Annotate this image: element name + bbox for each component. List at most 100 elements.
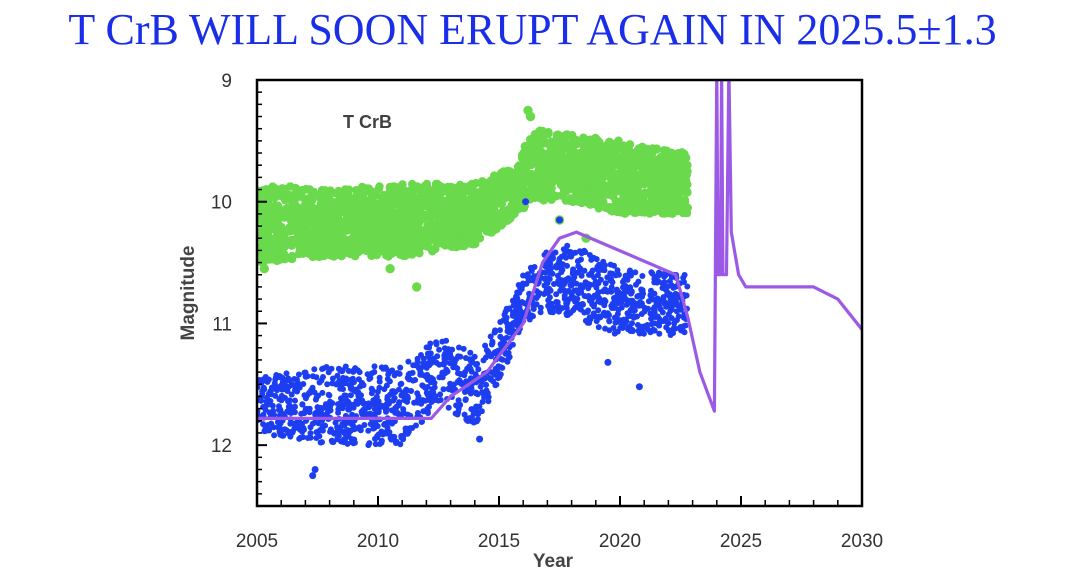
data-point bbox=[306, 409, 313, 416]
data-point bbox=[585, 293, 592, 299]
data-point bbox=[647, 310, 654, 317]
data-point bbox=[621, 191, 630, 200]
data-point bbox=[437, 397, 444, 403]
data-point bbox=[542, 275, 549, 282]
data-point bbox=[623, 274, 630, 281]
data-point bbox=[257, 204, 264, 214]
data-point bbox=[564, 163, 573, 172]
data-point bbox=[282, 394, 288, 401]
data-point bbox=[661, 299, 668, 306]
data-point bbox=[307, 424, 314, 431]
data-point bbox=[502, 193, 511, 202]
data-point bbox=[324, 409, 331, 416]
data-point bbox=[460, 345, 467, 352]
data-point bbox=[369, 401, 376, 408]
data-point bbox=[519, 162, 529, 171]
data-point bbox=[293, 204, 302, 213]
data-point bbox=[504, 321, 511, 328]
data-point bbox=[281, 211, 290, 220]
data-point bbox=[430, 376, 436, 383]
data-point bbox=[479, 398, 486, 405]
data-point bbox=[681, 329, 688, 336]
data-point bbox=[395, 386, 402, 393]
data-point bbox=[474, 391, 481, 398]
data-point bbox=[383, 366, 390, 372]
data-point bbox=[487, 333, 494, 340]
data-point bbox=[423, 364, 430, 371]
data-point bbox=[425, 212, 435, 221]
data-point bbox=[307, 434, 314, 441]
data-point bbox=[557, 191, 566, 200]
data-point bbox=[472, 228, 481, 237]
data-point bbox=[522, 198, 530, 206]
data-point bbox=[410, 362, 417, 369]
data-point bbox=[329, 217, 339, 226]
data-point bbox=[586, 143, 595, 153]
data-point bbox=[436, 346, 443, 353]
data-point bbox=[623, 288, 630, 295]
data-point bbox=[565, 131, 575, 140]
data-point bbox=[259, 245, 268, 254]
data-point bbox=[453, 226, 463, 235]
data-point bbox=[649, 184, 658, 193]
data-point bbox=[484, 192, 493, 202]
y-tick-label: 12 bbox=[211, 436, 232, 457]
data-point bbox=[309, 472, 317, 480]
data-point bbox=[558, 141, 567, 150]
data-point bbox=[335, 409, 342, 416]
data-point bbox=[606, 327, 613, 334]
data-point bbox=[462, 396, 469, 403]
data-point bbox=[293, 424, 300, 431]
data-point bbox=[640, 207, 649, 217]
data-point bbox=[381, 386, 388, 393]
data-point bbox=[451, 363, 458, 370]
data-point bbox=[269, 193, 278, 202]
data-point bbox=[301, 369, 308, 376]
blue-series bbox=[257, 198, 691, 480]
data-point bbox=[397, 364, 404, 371]
data-point bbox=[629, 307, 636, 314]
data-point bbox=[395, 195, 404, 205]
data-point bbox=[362, 400, 369, 407]
data-point bbox=[284, 239, 293, 249]
data-point bbox=[572, 304, 579, 311]
data-point bbox=[309, 384, 316, 391]
data-point bbox=[369, 387, 376, 394]
data-point bbox=[563, 300, 570, 307]
data-point bbox=[546, 270, 553, 277]
data-point bbox=[390, 433, 396, 440]
data-point bbox=[318, 233, 327, 242]
data-point bbox=[270, 201, 279, 211]
data-point bbox=[299, 186, 309, 195]
data-point bbox=[271, 432, 278, 439]
data-point bbox=[325, 391, 332, 398]
data-point bbox=[424, 391, 431, 398]
data-point bbox=[618, 299, 625, 306]
data-point bbox=[320, 374, 326, 380]
data-point bbox=[350, 226, 360, 236]
data-point bbox=[539, 196, 548, 205]
data-point bbox=[274, 384, 281, 391]
data-point bbox=[292, 397, 298, 404]
data-point bbox=[590, 311, 597, 318]
data-point bbox=[483, 224, 493, 234]
data-point bbox=[467, 349, 474, 356]
data-point bbox=[604, 358, 612, 366]
data-point bbox=[363, 209, 373, 218]
data-point bbox=[497, 364, 504, 370]
data-point bbox=[666, 292, 673, 299]
data-point bbox=[354, 400, 361, 407]
data-point bbox=[332, 419, 339, 426]
data-point bbox=[370, 210, 379, 219]
data-point bbox=[661, 180, 670, 189]
data-point bbox=[260, 192, 269, 202]
data-point bbox=[366, 197, 375, 207]
data-point bbox=[561, 292, 568, 299]
data-point bbox=[613, 183, 622, 192]
data-point bbox=[457, 370, 464, 377]
data-point bbox=[443, 366, 450, 373]
data-point bbox=[551, 281, 557, 287]
data-point bbox=[366, 440, 373, 447]
data-point bbox=[342, 245, 351, 254]
